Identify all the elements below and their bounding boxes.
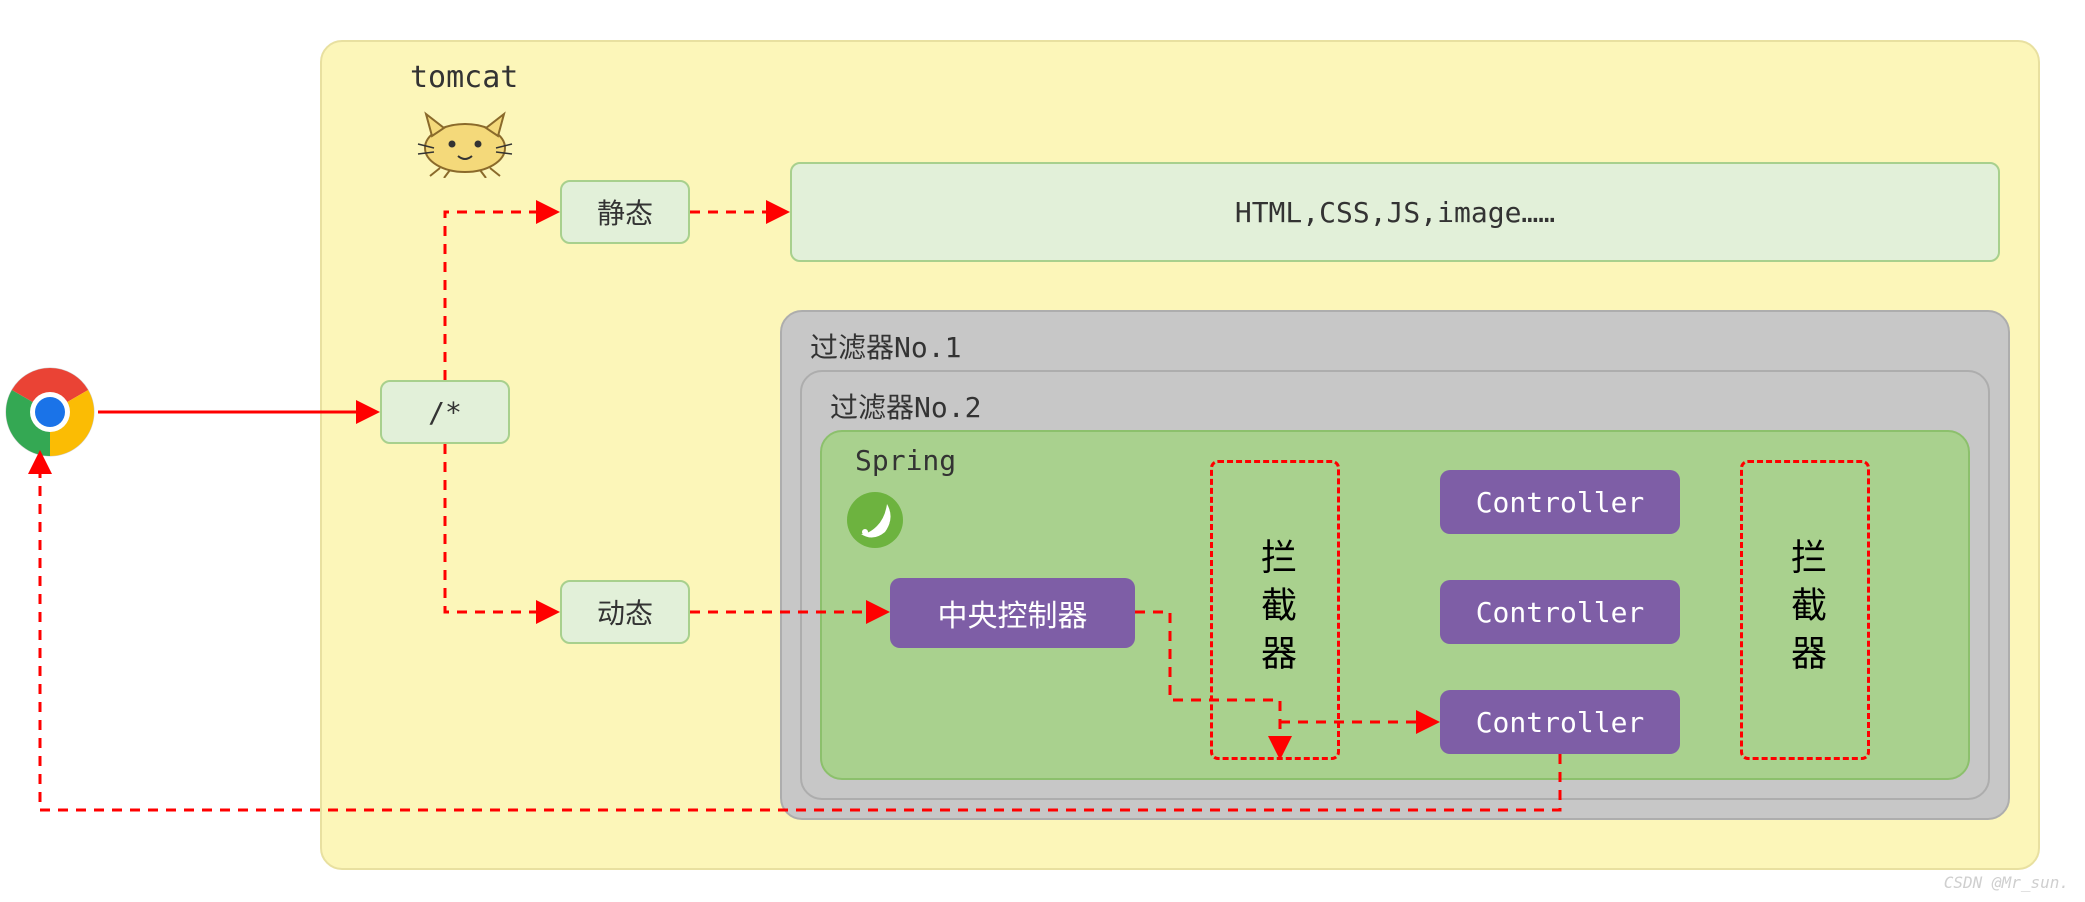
dynamic-label: 动态 (597, 592, 653, 632)
central-controller-label: 中央控制器 (938, 591, 1088, 635)
interceptor1-box: 拦截器 (1210, 460, 1340, 760)
controller3-label: Controller (1476, 706, 1645, 739)
controller2-label: Controller (1476, 596, 1645, 629)
filter2-label: 过滤器No.2 (830, 386, 981, 426)
tomcat-icon (410, 98, 520, 178)
watermark: CSDN @Mr_sun. (1944, 873, 2069, 892)
static-content-label: HTML,CSS,JS,image…… (1235, 196, 1555, 229)
central-controller-box: 中央控制器 (890, 578, 1135, 648)
diagram-canvas: tomcat /* 静态 动态 HTML,CSS,JS,image…… (0, 0, 2085, 902)
interceptor2-box: 拦截器 (1740, 460, 1870, 760)
route-all-label: /* (428, 396, 462, 429)
interceptor1-label: 拦截器 (1249, 538, 1301, 682)
static-box: 静态 (560, 180, 690, 244)
tomcat-label: tomcat (410, 60, 518, 95)
static-label: 静态 (597, 192, 653, 232)
dynamic-box: 动态 (560, 580, 690, 644)
controller2-box: Controller (1440, 580, 1680, 644)
controller1-label: Controller (1476, 486, 1645, 519)
static-content-box: HTML,CSS,JS,image…… (790, 162, 2000, 262)
spring-icon (845, 490, 905, 550)
spring-label: Spring (855, 444, 956, 477)
chrome-icon (4, 366, 96, 458)
interceptor2-label: 拦截器 (1779, 538, 1831, 682)
controller1-box: Controller (1440, 470, 1680, 534)
route-all-box: /* (380, 380, 510, 444)
controller3-box: Controller (1440, 690, 1680, 754)
filter1-label: 过滤器No.1 (810, 326, 961, 366)
